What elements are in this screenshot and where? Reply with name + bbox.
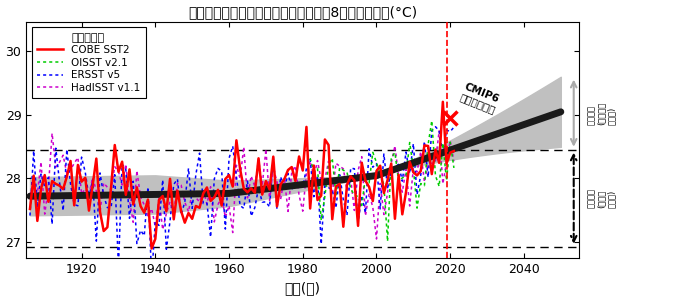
Text: 過去再現
(温暖化
影響量): 過去再現 (温暖化 影響量) — [587, 188, 616, 208]
Legend: COBE SST2, OISST v2.1, ERSST v5, HadISST v1.1: COBE SST2, OISST v2.1, ERSST v5, HadISST… — [31, 27, 146, 98]
X-axis label: 時間(年): 時間(年) — [285, 281, 321, 296]
Text: 将来予測
(気候変動
予測値): 将来予測 (気候変動 予測値) — [587, 101, 616, 125]
Title: 観測と気候モデルによる北西太平洋の8月の海面水温(°C): 観測と気候モデルによる北西太平洋の8月の海面水温(°C) — [188, 5, 418, 20]
Text: CMIP6
アンサンブル: CMIP6 アンサンブル — [458, 82, 501, 116]
